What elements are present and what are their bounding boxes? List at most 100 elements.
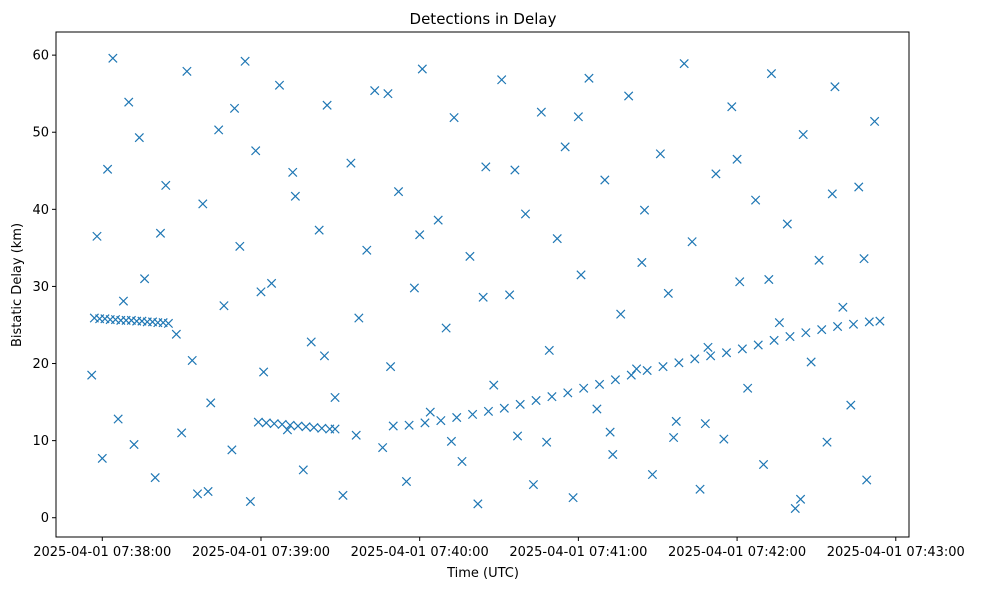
data-point [351,430,361,440]
data-point [510,165,520,175]
data-point [235,241,245,251]
data-point [520,209,531,219]
data-point [846,400,856,410]
data-point [637,257,647,268]
data-point [785,331,795,342]
data-point [383,89,393,99]
data-point [478,292,488,302]
data-point [150,473,160,483]
data-point [481,162,491,172]
data-point [592,404,602,414]
data-point [674,358,684,368]
x-tick-label: 2025-04-01 07:40:00 [351,545,489,560]
data-point [721,348,732,358]
data-point [465,251,475,261]
data-points [87,53,885,514]
data-point [764,274,774,285]
data-point [261,418,271,428]
data-point [317,423,327,433]
y-tick-label: 30 [32,280,49,295]
data-point [285,420,295,430]
data-point [703,342,713,352]
data-point [608,449,618,460]
data-point [795,494,806,504]
x-tick-label: 2025-04-01 07:43:00 [827,545,965,560]
data-point [108,53,118,63]
data-point [544,345,554,356]
data-point [499,403,509,413]
data-point [817,324,827,335]
data-point [129,439,139,450]
data-point [668,432,679,443]
data-point [346,158,356,168]
data-point [875,316,885,326]
data-point [177,428,187,438]
data-point [256,287,266,297]
data-point [848,319,859,329]
data-point [134,133,144,143]
data-point [573,112,584,122]
data-point [869,116,880,127]
y-axis-ticks: 0 10 20 30 40 50 60 [32,49,56,526]
data-point [354,313,364,323]
data-point [822,437,832,447]
data-point [483,406,494,416]
data-point [266,278,277,288]
data-point [370,85,380,96]
data-point [743,383,753,393]
x-axis-ticks: 2025-04-01 07:38:00 2025-04-01 07:39:00 20… [33,537,965,560]
data-point [750,195,761,205]
data-point [727,102,737,112]
data-point [187,355,197,366]
data-point [298,465,308,475]
data-point [449,112,459,123]
data-point [446,436,457,447]
data-point [563,388,573,398]
data-point [782,219,792,229]
data-point [489,380,499,390]
data-point [579,383,589,393]
data-point [862,475,872,485]
data-point [306,337,316,347]
y-tick-label: 60 [32,49,49,64]
data-point [113,414,123,424]
data-point [774,318,785,328]
data-point [441,323,451,333]
data-point [798,129,808,140]
data-point [404,420,414,430]
y-tick-label: 20 [32,357,49,372]
data-point [171,329,181,339]
data-point [663,288,673,298]
data-point [322,100,332,110]
data-point [631,364,642,374]
data-point [452,412,462,423]
data-point [301,422,311,432]
data-point [864,317,874,327]
data-point [206,398,216,408]
data-point [827,189,837,199]
data-point [719,434,729,444]
data-point [584,73,594,83]
data-point [253,417,263,427]
data-point [626,370,636,380]
x-tick-label: 2025-04-01 07:41:00 [509,545,647,560]
y-tick-label: 10 [32,434,49,449]
data-point [182,66,192,76]
data-point [790,503,800,514]
data-point [655,149,665,159]
data-point [362,245,372,255]
data-point [473,499,483,509]
data-point [330,424,340,434]
data-point [457,456,467,467]
y-axis-label: Bistatic Delay (km) [10,223,25,347]
data-point [163,318,174,329]
data-point [531,395,541,406]
data-point [854,182,864,192]
data-point [274,80,285,90]
data-point [338,490,348,500]
data-point [528,479,539,490]
y-tick-label: 0 [41,511,49,526]
data-point [769,335,779,346]
data-point [229,103,240,113]
data-point [227,445,237,455]
